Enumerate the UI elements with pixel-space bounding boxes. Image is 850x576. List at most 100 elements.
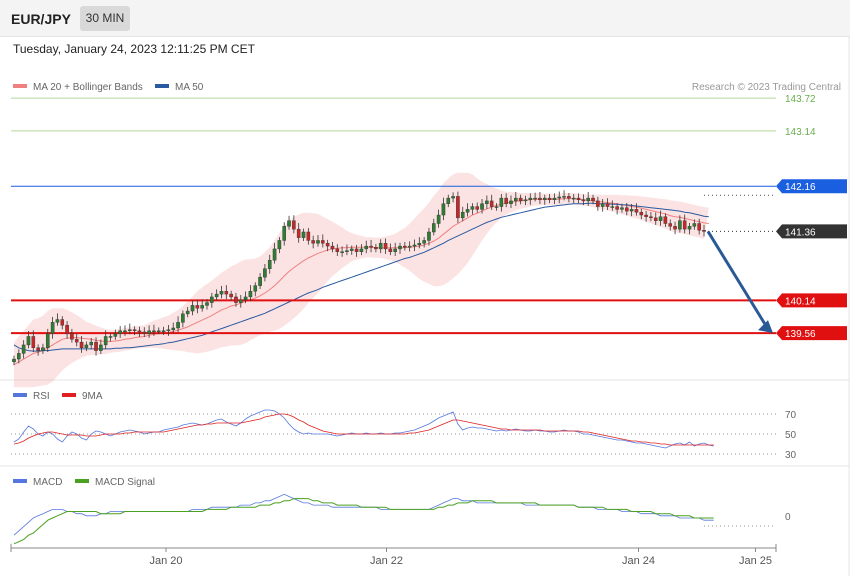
macd-legend-label: MACD xyxy=(33,477,62,488)
projection-line xyxy=(706,230,770,330)
candle-body xyxy=(200,305,204,309)
bollinger-band-area xyxy=(14,172,709,388)
candle-body xyxy=(292,220,296,230)
candle-body xyxy=(113,333,118,337)
ma50-legend-swatch xyxy=(155,84,169,88)
candle-body xyxy=(393,248,397,252)
candle-body xyxy=(166,329,171,332)
projection-arrow xyxy=(706,230,773,334)
price-level-tag xyxy=(776,179,847,194)
candle-body xyxy=(74,339,79,343)
candle-body xyxy=(668,223,673,227)
candle-body xyxy=(36,347,40,351)
price-level-label: 143.72 xyxy=(785,94,816,105)
candle-body xyxy=(128,329,132,332)
x-axis: Jan 20 Jan 22 Jan 24 Jan 25 xyxy=(10,544,777,567)
candle-body xyxy=(518,197,523,202)
macd-legend: MACD MACD Signal xyxy=(13,477,155,488)
chart-datetime: Tuesday, January 24, 2023 12:11:25 PM CE… xyxy=(13,42,255,56)
candle-body xyxy=(412,244,417,247)
candle-body xyxy=(678,220,682,230)
candle-body xyxy=(644,214,648,217)
candle-body xyxy=(687,226,692,230)
rsi-legend: RSI 9MA xyxy=(13,391,103,402)
candle-body xyxy=(465,209,470,213)
candle-body xyxy=(70,333,74,340)
candle-body xyxy=(571,197,576,200)
candle-body xyxy=(234,296,238,303)
candle-body xyxy=(195,305,200,309)
candle-body xyxy=(615,206,619,210)
candle-body xyxy=(258,276,262,286)
candle-body xyxy=(586,197,590,202)
candle-body xyxy=(45,333,50,348)
candle-body xyxy=(523,199,528,202)
candle-body xyxy=(287,220,291,227)
rsi-ma-legend-label: 9MA xyxy=(82,391,103,402)
candle-body xyxy=(243,296,248,300)
candle-body xyxy=(547,197,552,200)
candle-body xyxy=(542,197,547,200)
candle-body xyxy=(663,216,668,224)
rsi-ma-legend-swatch xyxy=(62,393,76,397)
macd-panel: 0 xyxy=(13,493,791,545)
candle-body xyxy=(205,302,209,306)
price-level-tag xyxy=(776,326,847,341)
x-tick-label: Jan 25 xyxy=(739,555,772,567)
candle-body xyxy=(374,247,378,250)
candle-body xyxy=(147,330,151,334)
candles xyxy=(12,190,706,366)
candle-body xyxy=(301,231,306,238)
candle-body xyxy=(388,248,393,252)
candle-body xyxy=(446,197,451,204)
candle-body xyxy=(422,240,426,244)
candle-body xyxy=(620,207,624,210)
candle-body xyxy=(364,245,369,250)
candle-body xyxy=(528,197,533,200)
research-credit: Research © 2023 Trading Central xyxy=(692,82,841,93)
candle-body xyxy=(335,248,340,252)
candle-body xyxy=(171,327,176,330)
candle-body xyxy=(21,344,26,354)
candle-body xyxy=(359,248,364,252)
candle-body xyxy=(398,245,402,250)
rsi-tick-label: 70 xyxy=(785,410,797,421)
candle-body xyxy=(296,228,301,238)
candle-body xyxy=(123,330,127,333)
bollinger-bands xyxy=(14,172,709,388)
candle-body xyxy=(649,216,653,219)
candle-body xyxy=(161,330,166,333)
main-legend: MA 20 + Bollinger Bands MA 50 Research ©… xyxy=(13,82,841,93)
x-tick-label: Jan 22 xyxy=(370,555,403,567)
candle-body xyxy=(50,322,55,334)
candle-body xyxy=(229,293,233,298)
candle-body xyxy=(480,203,484,210)
rsi-panel: 70 50 30 xyxy=(11,409,797,461)
candle-body xyxy=(65,324,69,334)
candle-body xyxy=(702,230,706,232)
candle-body xyxy=(499,197,504,207)
candle-body xyxy=(451,196,455,199)
candle-body xyxy=(562,196,566,198)
price-level-label: 142.16 xyxy=(785,182,816,193)
candle-body xyxy=(673,226,677,230)
candle-body xyxy=(248,291,253,298)
ma50-legend-label: MA 50 xyxy=(175,82,204,93)
timeframe-button[interactable]: 30 MIN xyxy=(80,6,130,31)
ma20-legend-swatch xyxy=(13,84,27,88)
candle-body xyxy=(552,197,557,200)
candle-body xyxy=(354,248,359,252)
candle-body xyxy=(142,331,147,334)
rsi-legend-label: RSI xyxy=(33,391,50,402)
candle-body xyxy=(94,341,98,351)
price-level-label: 140.14 xyxy=(785,296,816,307)
candle-body xyxy=(17,353,21,360)
candle-body xyxy=(190,305,195,312)
candle-body xyxy=(272,248,277,261)
candle-body xyxy=(340,251,344,253)
candle-body xyxy=(591,197,595,202)
candle-body xyxy=(321,240,325,244)
candle-body xyxy=(306,231,311,241)
candle-body xyxy=(658,216,663,221)
